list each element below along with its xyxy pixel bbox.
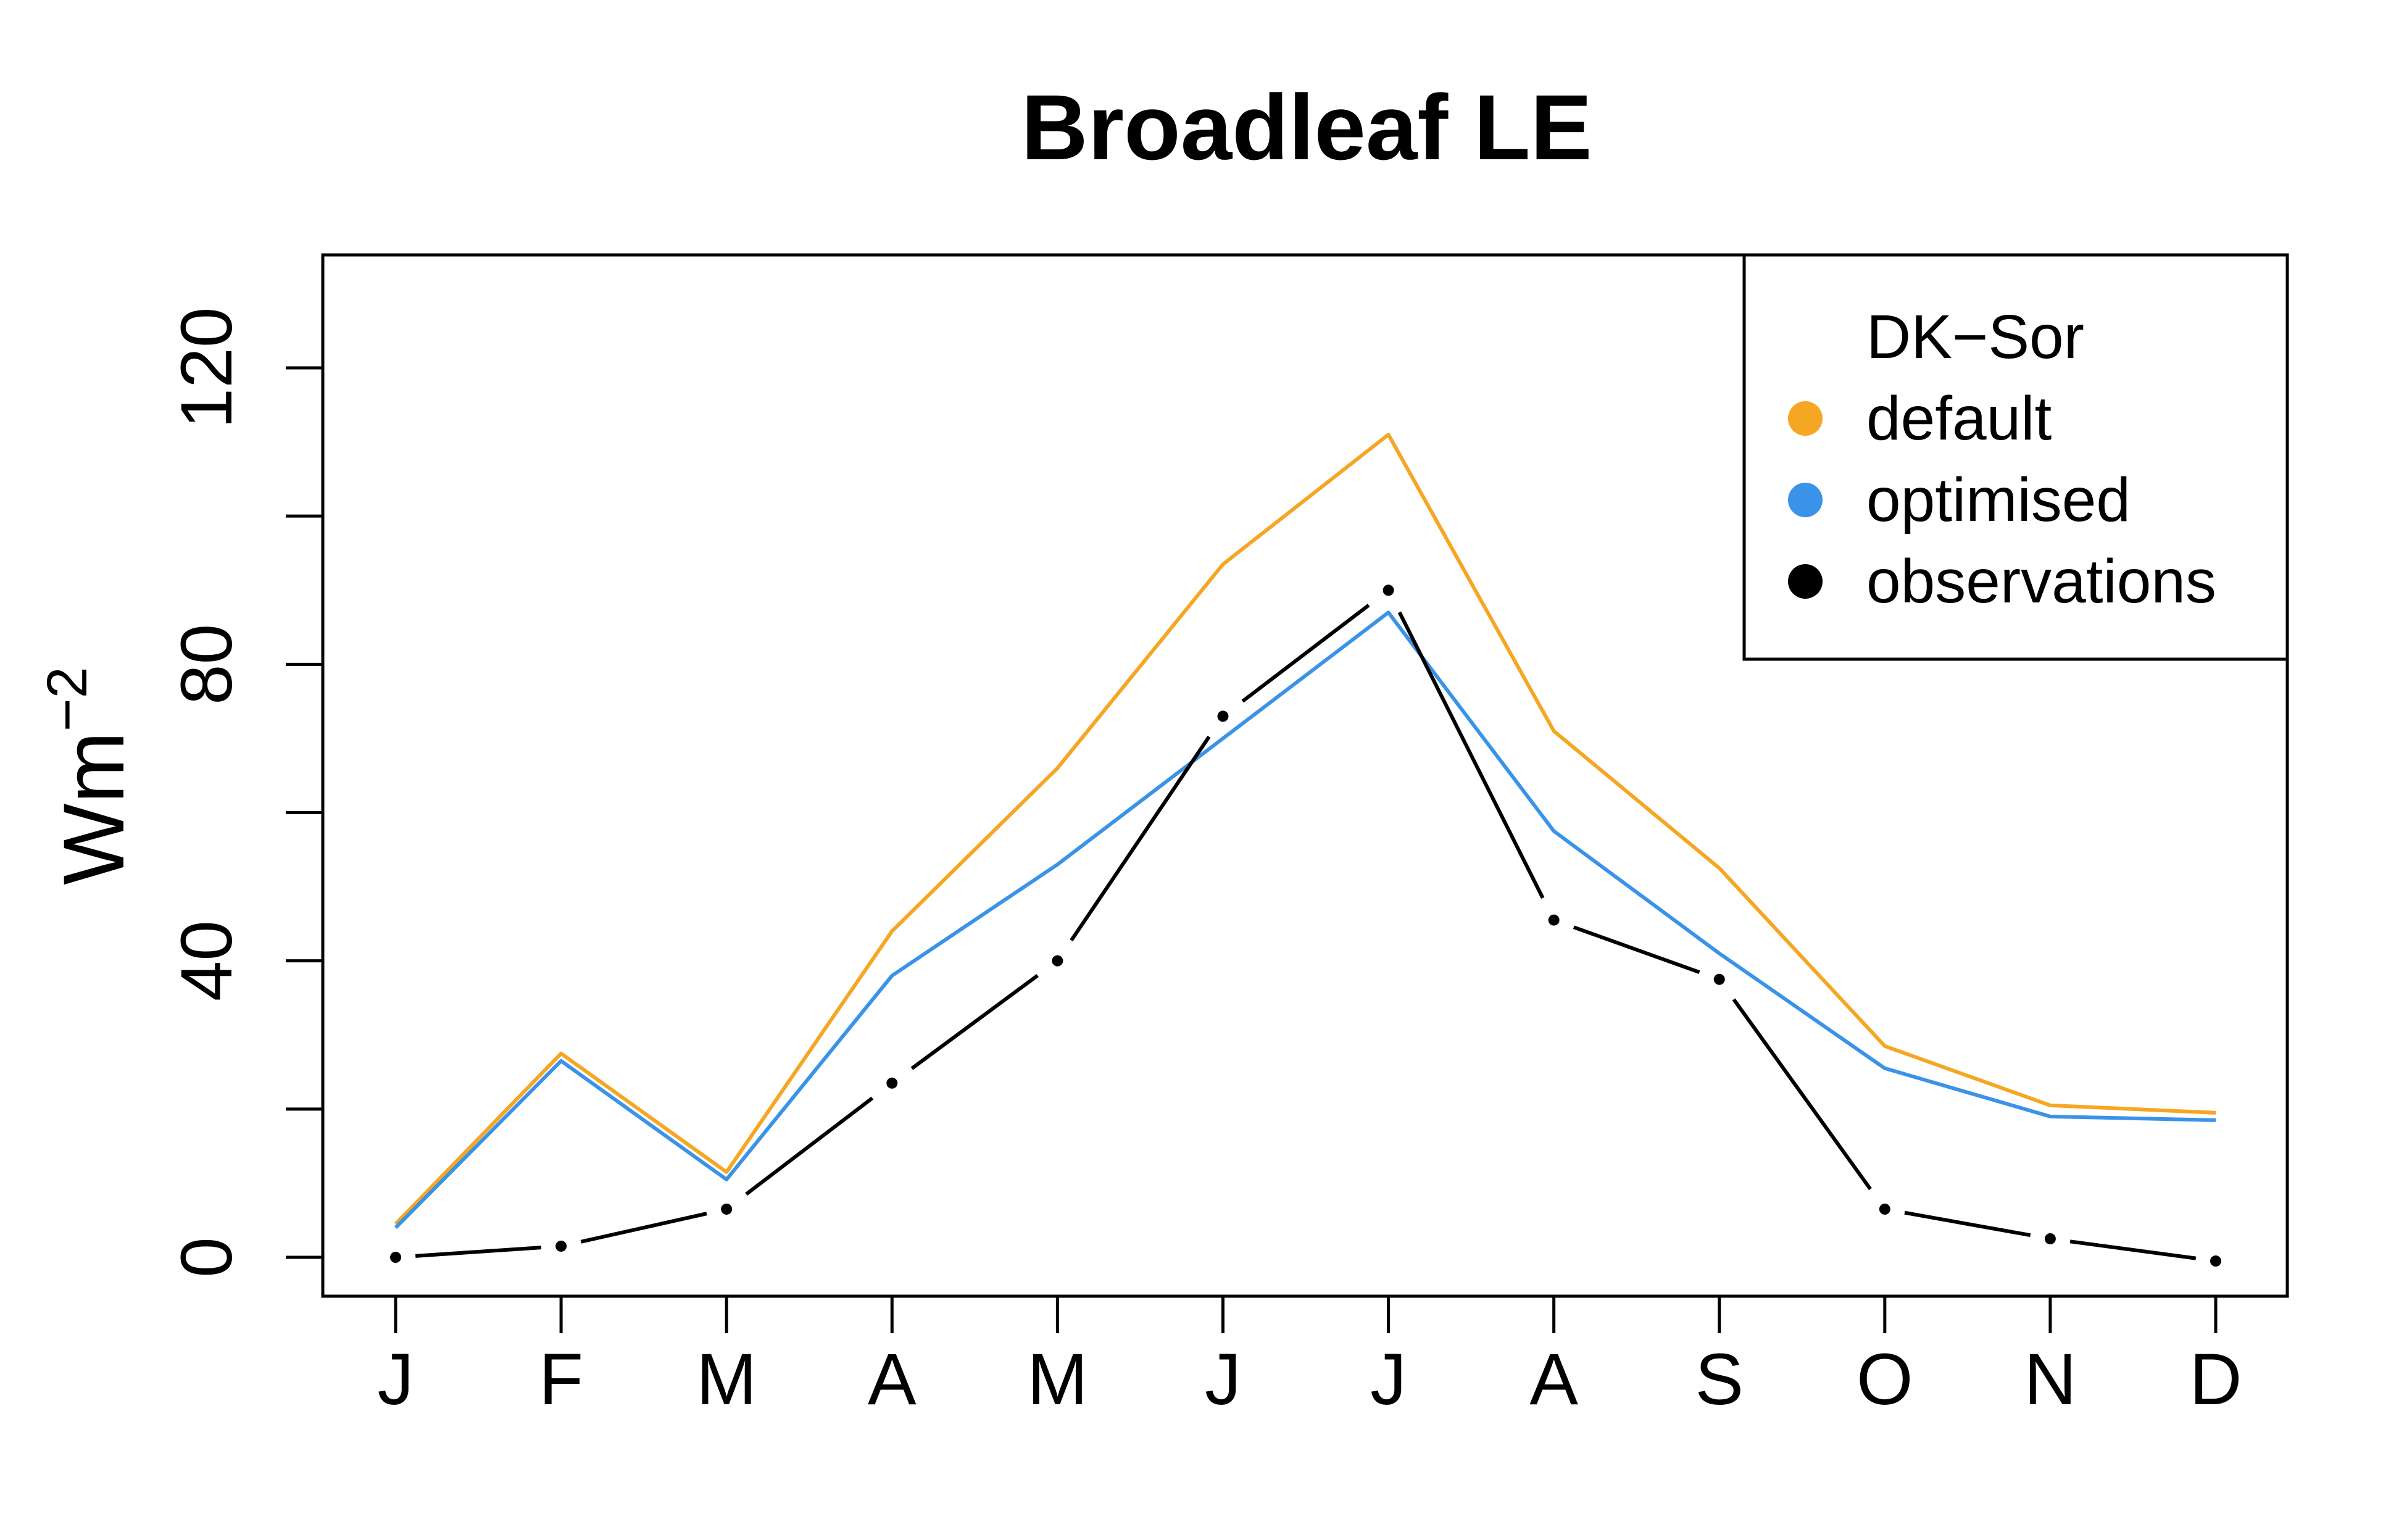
legend-marker-optimised [1788, 483, 1823, 517]
legend-title: DK−Sor [1866, 302, 2084, 372]
x-tick-label: F [539, 1339, 583, 1420]
legend-box [1742, 253, 2289, 661]
chart-title: Broadleaf LE [1021, 75, 1592, 179]
x-tick-label: A [1529, 1339, 1578, 1420]
y-axis-label-base: Wm [45, 731, 142, 885]
y-tick-label: 0 [166, 1237, 247, 1278]
series-point-observations [2044, 1233, 2056, 1244]
x-tick-label: A [868, 1339, 917, 1420]
series-point-observations [1879, 1203, 1890, 1215]
series-point-observations [2210, 1255, 2221, 1267]
legend-marker-observations [1788, 564, 1823, 599]
series-segment-observations [1397, 611, 1545, 899]
y-tick-label: 120 [166, 307, 247, 429]
series-segment-observations [2069, 1239, 2197, 1260]
series-segment-observations [1070, 735, 1211, 942]
series-segment-observations [580, 1212, 707, 1244]
series-line-default [394, 433, 2216, 1226]
series-segment-observations [1732, 998, 1872, 1191]
series-segment-observations [1241, 604, 1370, 703]
series-segment-observations [415, 1246, 542, 1258]
series-point-observations [721, 1203, 733, 1215]
series-segment-observations [1573, 925, 1700, 974]
series-line-optimised [394, 610, 2216, 1230]
plot-frame [321, 253, 2289, 1298]
series-point-observations [555, 1240, 567, 1252]
series-segment-observations [910, 974, 1039, 1070]
x-tick-label: D [2189, 1339, 2242, 1420]
legend-marker-default [1788, 401, 1823, 436]
series-point-observations [390, 1252, 401, 1263]
series-point-observations [1548, 914, 1560, 926]
x-tick-label: J [1370, 1339, 1407, 1420]
legend: DK−Sor default optimised observations [1742, 253, 2289, 661]
x-tick-label: J [378, 1339, 414, 1420]
y-axis: 0 40 80 120 [166, 307, 323, 1278]
y-tick-label: 80 [166, 624, 247, 705]
y-axis-label-superscript: −2 [36, 667, 99, 731]
x-tick-label: M [1027, 1339, 1087, 1420]
legend-label-observations: observations [1866, 547, 2216, 616]
series-point-observations [1217, 710, 1229, 722]
x-tick-label: M [696, 1339, 757, 1420]
x-tick-label: N [2024, 1339, 2076, 1420]
y-tick-label: 40 [166, 920, 247, 1001]
series-layer [390, 433, 2221, 1267]
series-segment-observations [745, 1096, 874, 1196]
legend-label-default: default [1866, 384, 2052, 453]
series-point-observations [1383, 585, 1394, 596]
x-tick-label: J [1205, 1339, 1241, 1420]
series-point-observations [1713, 973, 1725, 985]
series-segment-observations [1904, 1210, 2031, 1238]
y-axis-label: Wm−2 [36, 667, 142, 885]
x-tick-label: S [1695, 1339, 1744, 1420]
series-point-observations [886, 1077, 898, 1089]
x-tick-label: O [1857, 1339, 1913, 1420]
series-point-observations [1052, 955, 1063, 967]
legend-label-optimised: optimised [1866, 465, 2131, 535]
